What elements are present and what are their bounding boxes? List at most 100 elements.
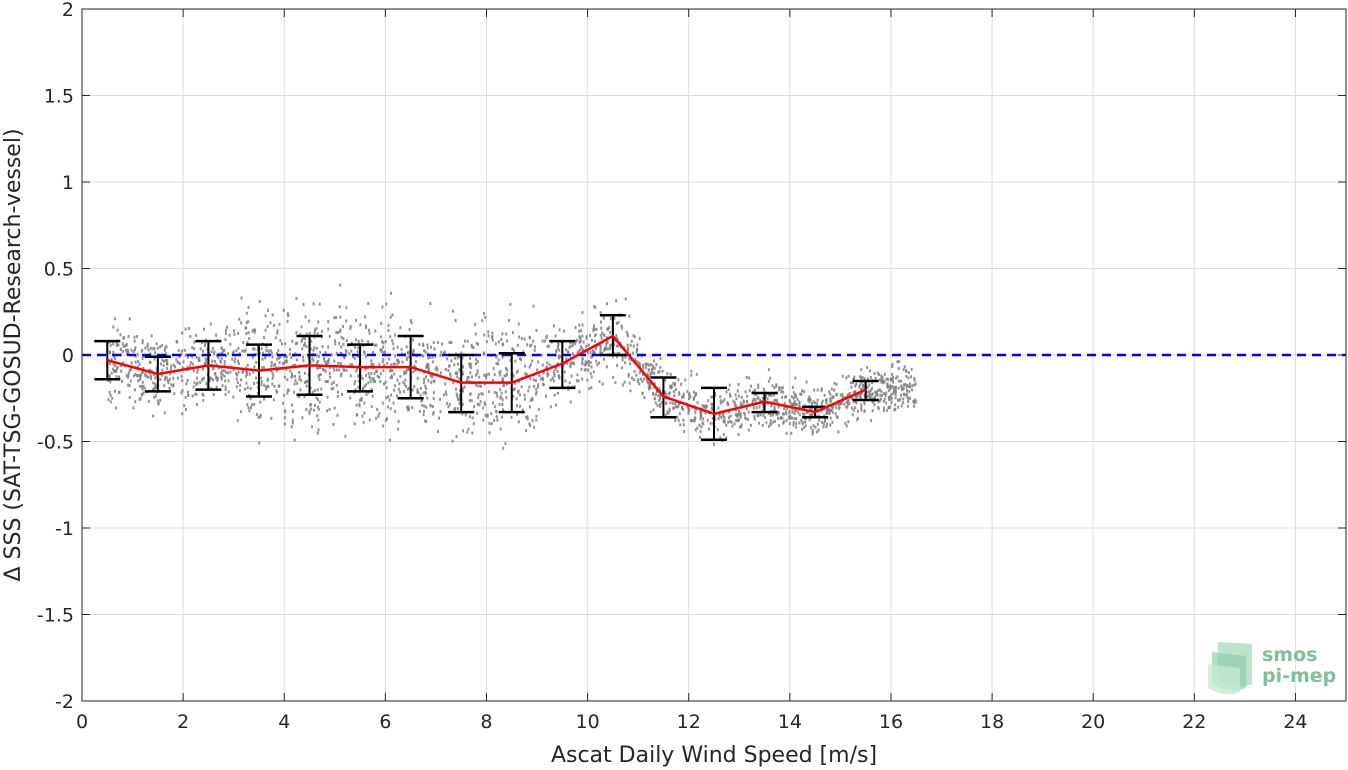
scatter-point (606, 327, 609, 331)
scatter-point (320, 387, 323, 391)
scatter-point (804, 424, 807, 428)
scatter-point (383, 363, 386, 367)
scatter-point (196, 370, 199, 374)
scatter-point (785, 395, 788, 399)
scatter-point (238, 389, 241, 393)
scatter-point (879, 397, 882, 401)
scatter-point (302, 302, 305, 306)
scatter-point (601, 382, 604, 386)
scatter-point (318, 302, 321, 306)
scatter-point (795, 409, 798, 413)
scatter-point (772, 420, 775, 424)
scatter-point (859, 393, 862, 397)
scatter-point (194, 392, 197, 396)
scatter-point (240, 378, 243, 382)
scatter-point (904, 393, 907, 397)
scatter-point (626, 350, 629, 354)
scatter-point (223, 348, 226, 352)
scatter-point (427, 365, 430, 369)
scatter-point (145, 374, 148, 378)
scatter-point (752, 406, 755, 410)
scatter-point (495, 410, 498, 414)
scatter-point (616, 351, 619, 355)
scatter-point (506, 368, 509, 372)
scatter-point (300, 325, 303, 329)
scatter-point (557, 356, 560, 360)
scatter-point (291, 418, 294, 422)
scatter-point (170, 364, 173, 368)
scatter-point (364, 354, 367, 358)
scatter-point (479, 400, 482, 404)
scatter-point (528, 365, 531, 369)
scatter-point (744, 416, 747, 420)
scatter-point (624, 361, 627, 365)
scatter-point (582, 340, 585, 344)
scatter-point (653, 371, 656, 375)
scatter-point (110, 371, 113, 375)
scatter-point (140, 349, 143, 353)
scatter-point (315, 396, 318, 400)
scatter-point (138, 362, 141, 366)
scatter-point (592, 324, 595, 328)
scatter-point (779, 416, 782, 420)
scatter-point (686, 390, 689, 394)
scatter-point (471, 431, 474, 435)
scatter-point (526, 343, 529, 347)
scatter-point (319, 373, 322, 377)
scatter-point (125, 348, 128, 352)
scatter-point (423, 404, 426, 408)
scatter-point (240, 321, 243, 325)
scatter-point (424, 375, 427, 379)
scatter-point (150, 376, 153, 380)
scatter-point (886, 382, 889, 386)
scatter-point (406, 387, 409, 391)
scatter-point (579, 340, 582, 344)
scatter-point (212, 352, 215, 356)
scatter-point (628, 314, 631, 318)
scatter-point (152, 372, 155, 376)
scatter-point (212, 392, 215, 396)
scatter-point (708, 427, 711, 431)
scatter-point (427, 356, 430, 360)
scatter-point (316, 353, 319, 357)
scatter-point (239, 383, 242, 387)
scatter-point (581, 377, 584, 381)
scatter-point (692, 390, 695, 394)
scatter-point (907, 400, 910, 404)
scatter-point (549, 378, 552, 382)
y-tick-label: -0.5 (37, 432, 74, 454)
scatter-point (847, 374, 850, 378)
scatter-point (456, 397, 459, 401)
scatter-point (493, 373, 496, 377)
scatter-point (312, 359, 315, 363)
scatter-point (126, 375, 129, 379)
scatter-point (447, 405, 450, 409)
scatter-point (547, 372, 550, 376)
scatter-point (528, 422, 531, 426)
scatter-point (298, 377, 301, 381)
scatter-point (137, 379, 140, 383)
scatter-point (861, 384, 864, 388)
scatter-point (643, 377, 646, 381)
scatter-point (887, 388, 890, 392)
scatter-point (880, 389, 883, 393)
scatter-point (808, 395, 811, 399)
scatter-point (593, 305, 596, 309)
scatter-point (264, 387, 267, 391)
scatter-point (800, 392, 803, 396)
scatter-point (624, 297, 627, 301)
scatter-point (613, 339, 616, 343)
scatter-point (511, 331, 514, 335)
scatter-point (474, 332, 477, 336)
scatter-point (734, 393, 737, 397)
scatter-point (801, 389, 804, 393)
scatter-point (749, 423, 752, 427)
scatter-point (846, 393, 849, 397)
scatter-point (444, 382, 447, 386)
scatter-point (283, 393, 286, 397)
scatter-point (144, 373, 147, 377)
scatter-point (795, 417, 798, 421)
scatter-point (108, 350, 111, 354)
scatter-point (112, 325, 115, 329)
scatter-point (659, 365, 662, 369)
